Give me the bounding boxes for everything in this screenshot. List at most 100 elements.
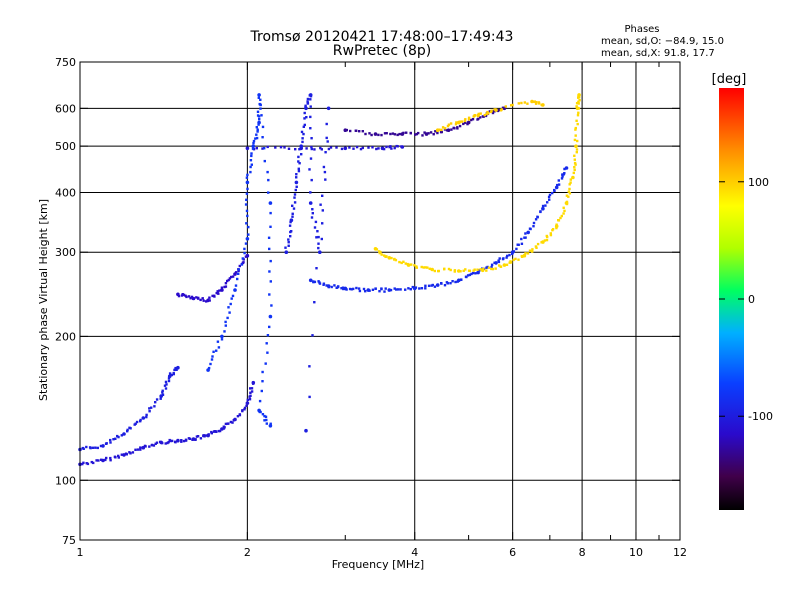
trace-marker [575,151,578,154]
trace-marker [308,395,311,399]
trace-marker [305,116,308,119]
trace-marker [340,147,344,151]
trace-marker [301,140,304,144]
trace-marker [468,269,472,272]
trace-marker [250,152,253,155]
trace-marker [148,445,151,448]
trace-marker [514,257,517,261]
trace-marker [249,394,252,397]
trace-marker [227,422,230,425]
trace-marker [464,121,467,124]
trace-marker [322,283,325,286]
trace-marker [187,437,191,440]
trace-marker [575,119,578,122]
trace-marker [177,294,181,298]
trace-marker [521,255,524,258]
trace-marker [462,122,465,126]
trace-marker [496,109,499,113]
trace-marker [208,299,211,302]
stats-x-mode: mean, sd,X: 91.8, 17.7 [601,48,715,59]
trace-marker [411,285,414,289]
trace-marker [145,415,148,419]
trace-marker [164,380,168,384]
trace-marker [458,124,462,128]
data-point [308,201,313,205]
trace-marker [460,278,463,281]
trace-marker [402,131,405,135]
data-point [571,175,575,180]
trace-marker [318,282,322,285]
trace-marker [260,114,263,117]
trace-marker [523,101,526,104]
trace-marker [291,204,294,207]
trace-marker [216,290,219,293]
trace-marker [207,433,210,436]
trace-marker [506,254,509,258]
trace-marker [91,446,95,449]
trace-marker [463,119,467,123]
trace-marker [421,134,424,137]
trace-marker [446,124,450,128]
trace-marker [494,267,497,270]
trace-marker [524,236,527,239]
trace-marker [498,264,501,267]
trace-marker [546,235,549,239]
trace-marker [266,170,269,174]
trace-marker [316,230,319,233]
data-point [446,128,451,132]
trace-marker [321,194,324,197]
trace-marker [226,316,229,320]
trace-marker [537,101,541,104]
trace-marker [531,248,534,251]
trace-marker [320,148,323,151]
trace-marker [129,427,132,430]
trace-marker [306,97,310,101]
data-point [308,93,313,97]
trace-marker [234,271,238,274]
trace-marker [393,146,396,150]
trace-marker [378,251,381,255]
trace-marker [548,198,551,201]
trace-marker [549,233,553,237]
trace-marker [563,167,566,171]
trace-marker [139,446,142,449]
x-tick-label: 10 [629,546,643,559]
trace-marker [393,133,397,136]
trace-marker [577,100,580,103]
trace-marker [399,288,402,291]
trace-marker [380,287,383,291]
trace-marker [238,413,241,416]
trace-marker [249,170,252,174]
trace-marker [311,208,314,211]
trace-marker [404,262,407,265]
trace-marker [249,387,252,390]
trace-marker [330,285,333,289]
trace-marker [215,430,218,433]
trace-marker [535,246,538,249]
trace-marker [267,178,270,182]
trace-marker [155,398,159,401]
trace-marker [471,118,475,121]
trace-marker [236,277,239,281]
trace-marker [283,146,286,149]
trace-marker [533,100,536,104]
trace-marker [358,130,361,133]
trace-marker [555,223,558,226]
trace-marker [264,415,268,418]
trace-marker [217,292,220,295]
trace-marker [505,256,508,259]
trace-marker [100,458,103,461]
trace-marker [526,252,530,255]
trace-marker [322,165,326,169]
trace-marker [325,122,328,126]
trace-marker [404,288,407,291]
data-point [233,288,237,292]
trace-marker [261,147,264,150]
trace-marker [520,237,523,241]
trace-marker [218,429,222,433]
trace-marker [368,132,371,135]
trace-marker [502,257,505,260]
trace-marker [249,391,252,394]
trace-marker [563,209,566,213]
trace-marker [246,214,249,218]
